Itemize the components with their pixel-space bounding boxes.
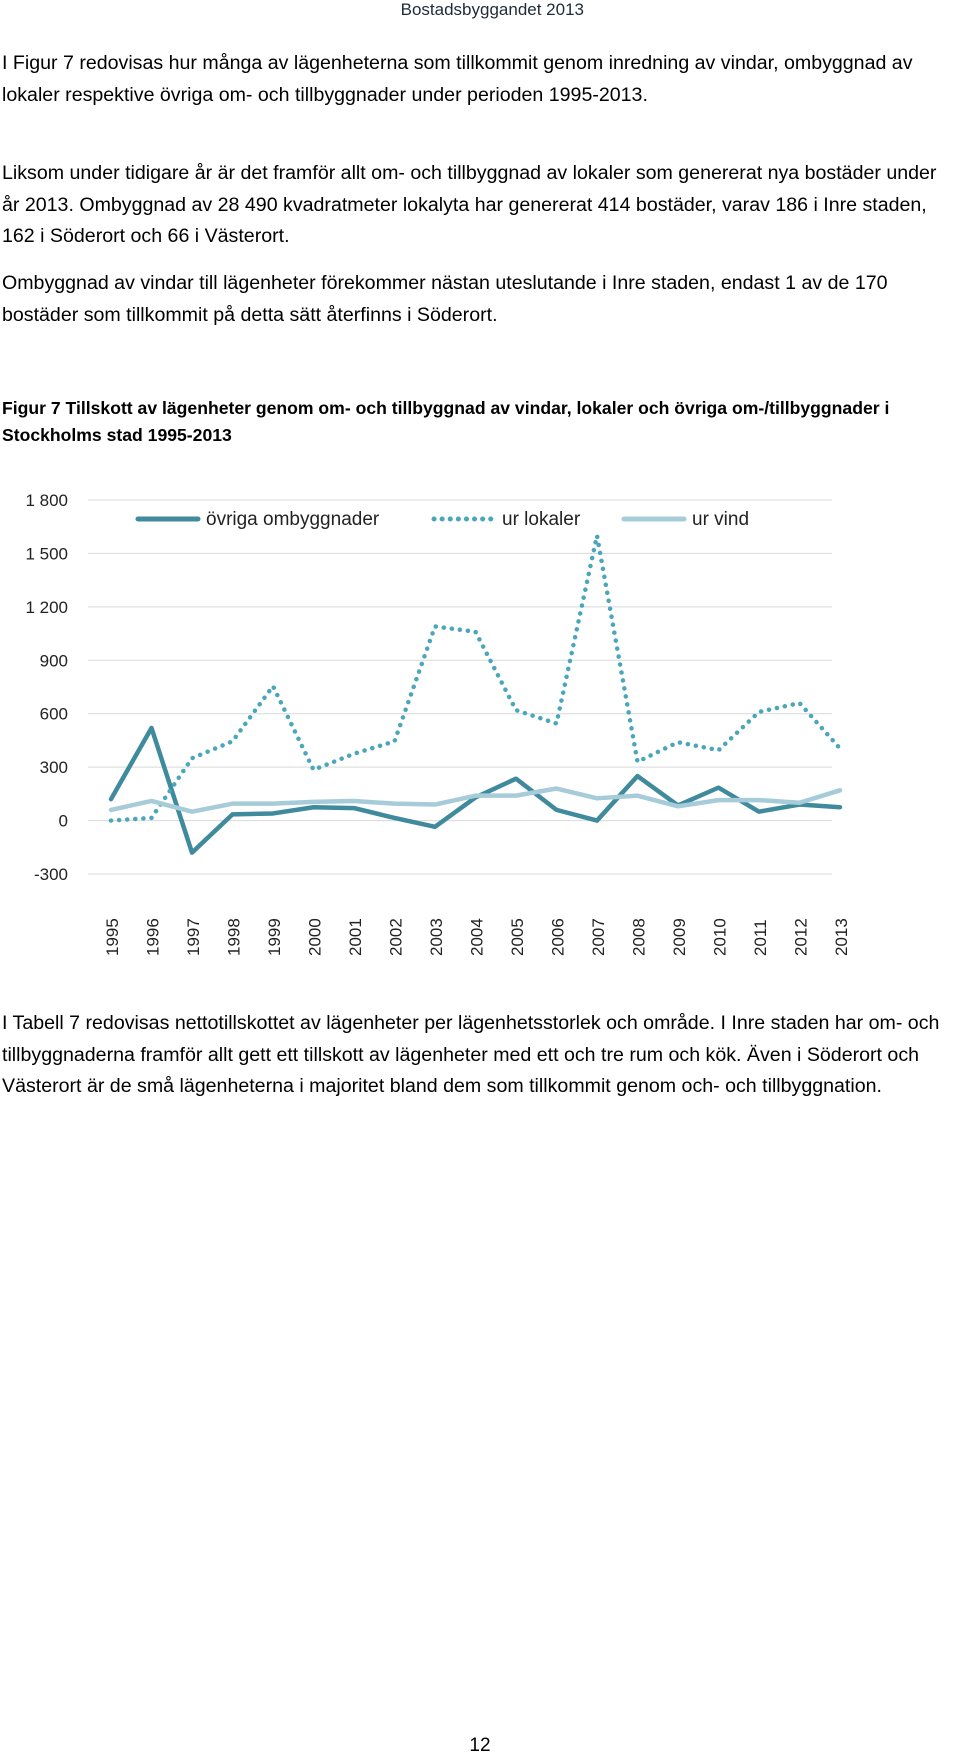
figure-caption: Figur 7 Tillskott av lägenheter genom om… xyxy=(2,398,890,445)
x-tick-label: 2010 xyxy=(711,918,730,956)
paragraph-lokaler: Liksom under tidigare år är det framför … xyxy=(2,162,937,247)
x-tick-label: 1998 xyxy=(225,918,244,956)
x-tick-label: 2009 xyxy=(670,918,689,956)
x-tick-label: 2004 xyxy=(468,918,487,956)
x-tick-label: 1999 xyxy=(265,918,284,956)
x-tick-label: 1995 xyxy=(103,918,122,956)
series-line-2 xyxy=(108,533,843,823)
legend-label: ur vind xyxy=(692,509,749,530)
legend-label: övriga ombyggnader xyxy=(206,509,380,530)
legend-label: ur lokaler xyxy=(502,509,581,530)
page-number: 12 xyxy=(469,1735,491,1756)
chart-gridlines xyxy=(88,499,832,875)
chart-legend: övriga ombyggnader ur lokaler ur vind xyxy=(135,509,749,530)
y-tick-label: 1 500 xyxy=(25,544,68,563)
x-tick-label: 2001 xyxy=(346,918,365,956)
x-tick-label: 2003 xyxy=(427,918,446,956)
y-tick-label: 900 xyxy=(40,651,68,670)
x-tick-label: 2011 xyxy=(751,919,770,956)
paragraph-tabell: I Tabell 7 redovisas nettotillskottet av… xyxy=(2,1012,940,1097)
x-tick-label: 1996 xyxy=(144,918,163,956)
y-tick-label: 1 800 xyxy=(25,491,68,510)
y-tick-label: 0 xyxy=(59,812,68,831)
y-tick-label: 600 xyxy=(40,705,68,724)
x-tick-label: 2012 xyxy=(792,918,811,956)
series-line-3 xyxy=(108,786,843,814)
x-tick-label: 2013 xyxy=(832,918,851,956)
x-tick-label: 2000 xyxy=(306,918,325,956)
x-tick-label: 2006 xyxy=(549,918,568,956)
y-tick-label: 1 200 xyxy=(25,598,68,617)
x-tick-label: 2008 xyxy=(630,918,649,956)
x-tick-label: 2002 xyxy=(387,918,406,956)
chart-x-ticks: 1995 1996 1997 1998 1999 2000 2001 2002 2003 2004… xyxy=(103,918,851,956)
x-tick-label: 2007 xyxy=(589,918,608,956)
series-line-1 xyxy=(108,725,843,855)
x-tick-label: 2005 xyxy=(508,918,527,956)
y-tick-label: -300 xyxy=(34,865,68,884)
running-header: Bostadsbyggandet 2013 xyxy=(400,0,584,19)
chart-y-ticks: -300 0 300 600 900 1 200 1 500 1 800 xyxy=(25,491,68,884)
paragraph-intro: I Figur 7 redovisas hur många av lägenhe… xyxy=(2,52,913,106)
x-tick-label: 1997 xyxy=(184,918,203,956)
y-tick-label: 300 xyxy=(40,758,68,777)
paragraph-vindar: Ombyggnad av vindar till lägenheter före… xyxy=(2,272,888,326)
chart-series xyxy=(108,533,843,855)
